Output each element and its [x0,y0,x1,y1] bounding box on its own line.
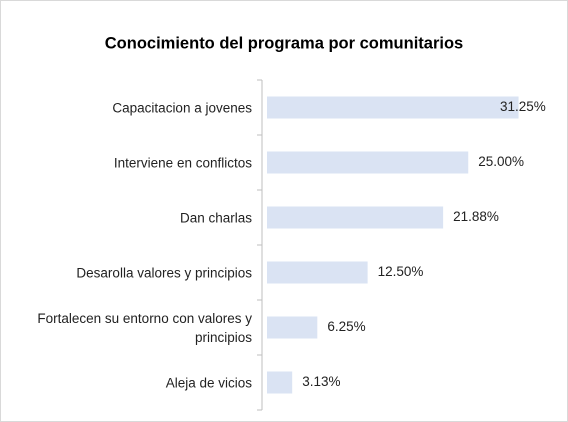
category-label: Aleja de vicios [165,375,252,390]
category-label: Interviene en conflictos [113,155,252,170]
category-label: Capacitacion a jovenes [112,100,252,115]
data-label: 12.50% [378,264,424,279]
data-label: 3.13% [302,374,340,389]
category-label: Dan charlas [179,210,252,225]
bar [267,151,469,174]
data-label: 21.88% [453,209,499,224]
chart-title: Conocimiento del programa por comunitari… [105,34,463,52]
category-label: Fortalecen su entorno con valores y prin… [37,310,252,345]
bar [267,261,368,284]
data-label: 6.25% [327,319,365,334]
bar [267,371,293,394]
bar [267,96,519,119]
data-label: 25.00% [478,154,524,169]
bar [267,206,444,229]
category-label: Desarolla valores y principios [76,265,252,280]
data-label: 31.25% [500,99,546,114]
bar [267,316,318,339]
